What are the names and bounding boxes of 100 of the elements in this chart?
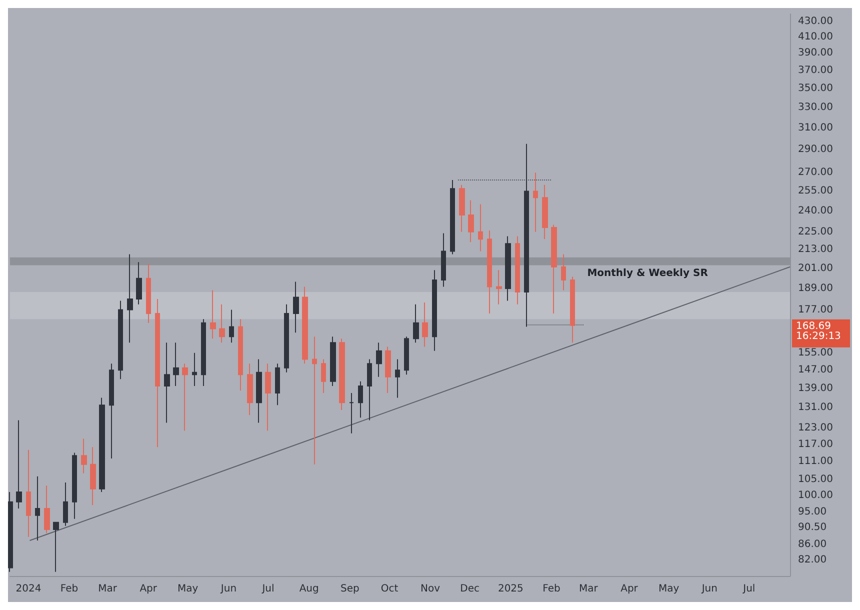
y-tick-label: 225.00 bbox=[798, 226, 833, 238]
y-tick-label: 105.00 bbox=[798, 474, 833, 485]
candlestick bbox=[496, 270, 502, 305]
candlestick bbox=[229, 309, 234, 344]
candlestick bbox=[524, 143, 529, 328]
candlestick bbox=[44, 485, 50, 534]
candlestick bbox=[256, 358, 262, 424]
candlestick bbox=[182, 363, 188, 432]
candlestick bbox=[459, 184, 465, 232]
y-tick-label: 90.50 bbox=[798, 522, 827, 534]
candlestick bbox=[349, 392, 354, 434]
candlestick bbox=[561, 254, 566, 291]
x-tick-label: 2025 bbox=[498, 584, 524, 594]
x-tick-label: Jun bbox=[700, 584, 718, 594]
candlestick bbox=[155, 298, 160, 448]
candlestick bbox=[173, 342, 179, 386]
candlestick bbox=[302, 286, 308, 364]
candlestick bbox=[542, 184, 548, 240]
y-tick-label: 370.00 bbox=[798, 64, 833, 76]
y-tick-label: 177.00 bbox=[798, 304, 833, 316]
candlestick bbox=[293, 281, 299, 334]
candlestick bbox=[192, 352, 197, 386]
candlestick bbox=[505, 236, 511, 302]
x-tick-label: May bbox=[178, 584, 198, 594]
y-tick-label: 270.00 bbox=[798, 167, 833, 178]
x-tick-label: Jul bbox=[261, 584, 274, 594]
y-tick-label: 155.00 bbox=[798, 347, 833, 358]
candlestick bbox=[136, 262, 142, 305]
text: 168.69 bbox=[796, 320, 831, 332]
candlestick bbox=[487, 230, 492, 314]
y-tick-label: 255.00 bbox=[798, 186, 833, 197]
x-tick-label: Mar bbox=[98, 584, 118, 594]
candlestick bbox=[275, 363, 280, 406]
candlestick bbox=[90, 446, 96, 506]
candlestick bbox=[441, 232, 446, 288]
candlestick bbox=[146, 263, 151, 324]
candlestick bbox=[339, 338, 345, 411]
candlestick bbox=[358, 380, 363, 418]
y-tick-label: 189.00 bbox=[798, 283, 833, 294]
x-tick-label: Jul bbox=[742, 584, 756, 594]
y-tick-label: 330.00 bbox=[798, 102, 833, 113]
candlestick bbox=[432, 270, 437, 352]
candlestick bbox=[312, 336, 317, 465]
x-tick-label: Apr bbox=[620, 584, 639, 594]
y-tick-label: 213.00 bbox=[798, 244, 833, 256]
candlestick bbox=[53, 522, 59, 572]
x-tick-label: Oct bbox=[380, 584, 398, 594]
y-tick-label: 95.00 bbox=[798, 506, 827, 518]
y-tick-label: 410.00 bbox=[798, 31, 833, 42]
candlestick bbox=[201, 318, 206, 386]
candlestick bbox=[265, 363, 271, 432]
candlestick bbox=[395, 358, 400, 398]
x-tick-label: Apr bbox=[140, 584, 158, 594]
candlestick bbox=[109, 363, 114, 459]
x-tick-label: Dec bbox=[460, 584, 480, 594]
text: 16:29:13 bbox=[796, 330, 841, 342]
y-tick-label: 147.00 bbox=[798, 364, 833, 376]
candlestick bbox=[404, 336, 409, 376]
candlestick bbox=[99, 397, 105, 493]
y-tick-label: 123.00 bbox=[798, 422, 833, 434]
candlestick bbox=[515, 236, 520, 305]
x-tick-label: Feb bbox=[60, 584, 78, 594]
candlestick bbox=[35, 476, 40, 542]
y-tick-label: 82.00 bbox=[798, 554, 827, 566]
candlestick bbox=[63, 482, 68, 526]
candlestick bbox=[238, 318, 243, 392]
candlestick bbox=[367, 358, 372, 421]
y-tick-label: 290.00 bbox=[798, 144, 833, 155]
candlestick bbox=[127, 254, 133, 344]
candlestick bbox=[321, 358, 326, 394]
candlestick bbox=[450, 179, 455, 255]
candlestick bbox=[8, 492, 13, 572]
y-tick-label: 86.00 bbox=[798, 538, 827, 550]
y-tick-label: 139.00 bbox=[798, 382, 833, 394]
y-tick-label: 430.00 bbox=[798, 16, 833, 27]
candlestick bbox=[478, 204, 483, 252]
candlestick bbox=[551, 224, 557, 314]
x-tick-label: May bbox=[658, 584, 680, 594]
x-tick-label: Feb bbox=[542, 584, 560, 594]
candlestick bbox=[72, 452, 77, 520]
y-tick-label: 310.00 bbox=[798, 122, 833, 134]
candlestick bbox=[422, 302, 428, 348]
candlestick bbox=[284, 304, 289, 373]
candlestick bbox=[118, 300, 123, 380]
candlestick bbox=[468, 200, 474, 243]
candlestick bbox=[570, 276, 575, 344]
x-tick-label: 2024 bbox=[16, 584, 42, 594]
y-tick-label: 117.00 bbox=[798, 438, 833, 450]
candlestick bbox=[81, 438, 87, 474]
y-tick-label: 111.00 bbox=[798, 456, 833, 467]
candlestick bbox=[330, 336, 336, 386]
x-tick-label: Sep bbox=[340, 584, 360, 594]
candlestick bbox=[385, 346, 391, 394]
candlestick bbox=[210, 290, 216, 340]
x-tick-label: Nov bbox=[420, 584, 440, 594]
y-tick-label: 131.00 bbox=[798, 402, 833, 414]
candlestick bbox=[247, 363, 253, 416]
y-tick-label: 201.00 bbox=[798, 263, 833, 274]
candlestick bbox=[164, 342, 170, 424]
x-tick-label: Mar bbox=[578, 584, 599, 594]
